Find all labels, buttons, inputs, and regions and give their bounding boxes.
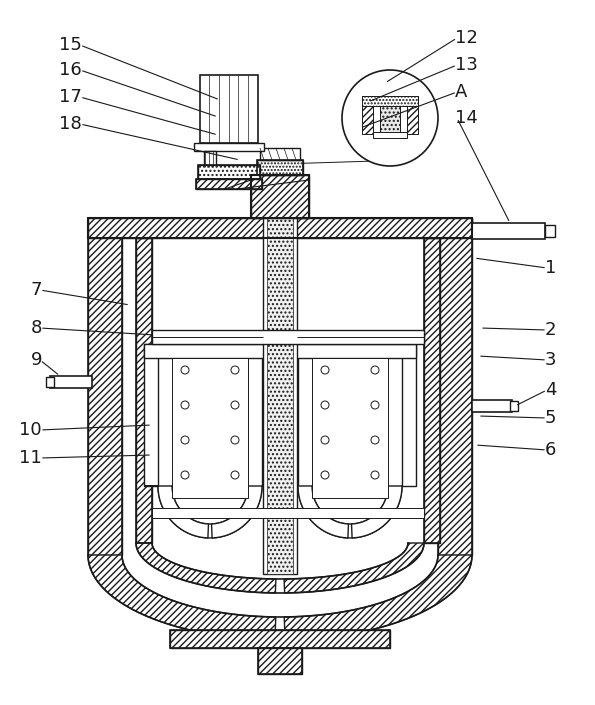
Bar [251,175,309,218]
Bar [472,223,545,239]
Bar [424,238,440,543]
Bar [88,218,472,238]
Text: 12: 12 [455,29,478,47]
Polygon shape [298,486,349,538]
Text: 17: 17 [59,88,82,106]
Circle shape [371,401,379,409]
Bar [194,143,264,151]
Text: 11: 11 [19,449,42,467]
Bar [257,160,303,175]
Bar [407,96,418,134]
Text: 10: 10 [20,421,42,439]
Text: 5: 5 [545,409,556,427]
Text: 1: 1 [545,259,556,277]
Circle shape [321,436,329,444]
Text: 8: 8 [30,319,42,337]
Text: 16: 16 [60,61,82,79]
Circle shape [231,436,239,444]
Bar [198,165,260,179]
Bar [267,162,293,574]
Text: 9: 9 [30,351,42,369]
Bar [170,630,390,648]
Circle shape [231,401,239,409]
Bar [262,344,276,486]
Bar [284,344,416,358]
Bar [260,148,300,160]
Bar [380,106,400,134]
Bar [172,358,248,498]
Bar [144,344,276,358]
Bar [438,218,472,555]
Polygon shape [136,543,276,593]
Bar [472,400,512,412]
Text: 6: 6 [545,441,556,459]
Bar [88,218,122,555]
Circle shape [181,436,189,444]
Circle shape [181,471,189,479]
Bar [312,358,388,498]
Bar [257,160,303,175]
Circle shape [371,366,379,374]
Circle shape [342,70,438,166]
Bar [362,96,373,134]
Bar [196,179,262,189]
Polygon shape [88,555,276,640]
Polygon shape [212,486,262,538]
Bar [144,344,158,486]
Text: A: A [455,83,468,101]
Bar [284,344,298,486]
Circle shape [231,366,239,374]
Bar [170,630,390,648]
Bar [402,344,416,486]
Text: 18: 18 [60,115,82,133]
Bar [46,377,54,387]
Bar [510,401,518,411]
Bar [258,648,302,674]
Bar [545,225,555,237]
Circle shape [371,471,379,479]
Bar [136,238,152,543]
Polygon shape [352,486,402,538]
Bar [263,162,297,574]
Text: 14: 14 [455,109,478,127]
Bar [152,330,424,344]
Bar [362,96,418,106]
Circle shape [181,401,189,409]
Text: 2: 2 [545,321,556,339]
Bar [152,508,424,518]
Bar [198,165,260,179]
Polygon shape [284,543,424,593]
Circle shape [181,366,189,374]
Circle shape [321,401,329,409]
Bar [258,648,302,674]
Bar [424,238,440,543]
Bar [196,179,262,189]
Bar [50,376,92,388]
Text: 4: 4 [545,381,556,399]
Circle shape [371,436,379,444]
Circle shape [231,471,239,479]
Bar [204,151,216,167]
Bar [200,75,258,143]
Polygon shape [284,555,472,640]
Text: 13: 13 [455,56,478,74]
Bar [251,175,309,218]
Text: 7: 7 [30,281,42,299]
Text: 15: 15 [59,36,82,54]
Polygon shape [144,486,208,538]
Bar [373,132,407,138]
Bar [88,218,472,238]
Text: 3: 3 [545,351,556,369]
Circle shape [321,366,329,374]
Bar [136,238,152,543]
Circle shape [321,471,329,479]
